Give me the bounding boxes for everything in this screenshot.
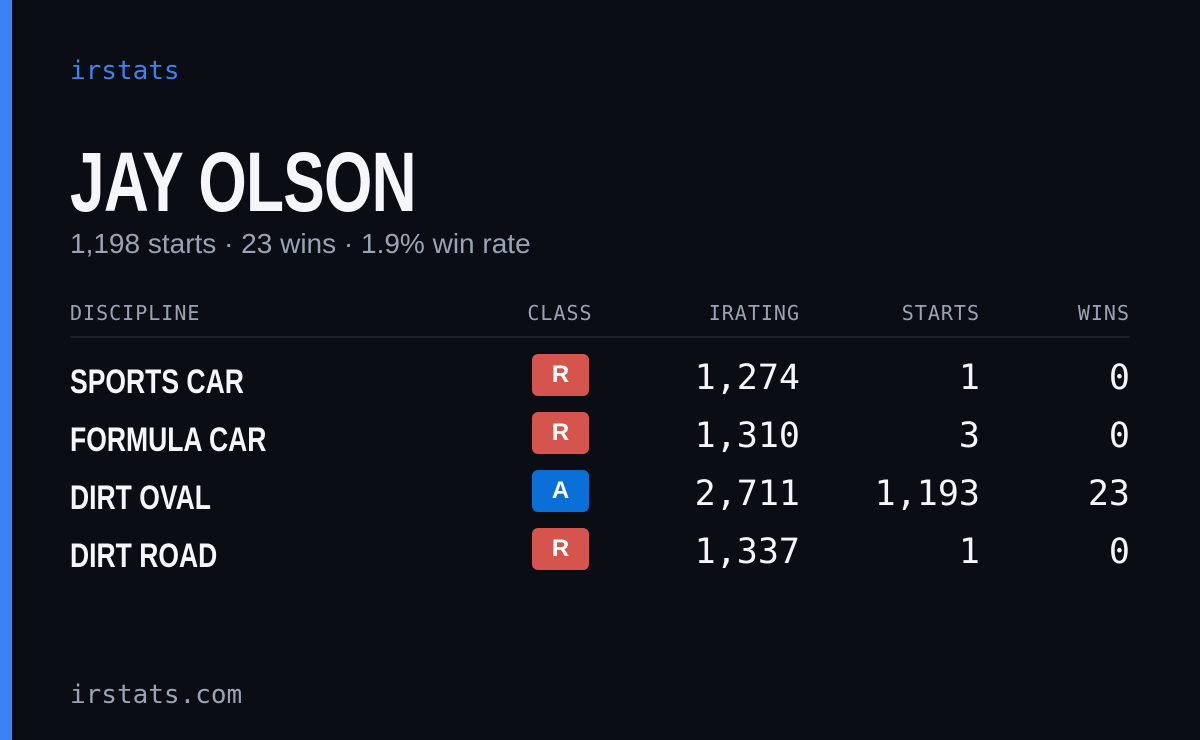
stat-value: 1,193	[874, 474, 980, 514]
discipline: SPORTS CAR	[70, 363, 244, 401]
class-badge: A	[532, 470, 589, 512]
discipline: DIRT ROAD	[70, 537, 218, 575]
header-rule	[70, 336, 1130, 338]
stat-value: 1,274	[694, 358, 800, 398]
stat-value: 2,711	[694, 474, 800, 514]
column-header: WINS	[1077, 301, 1130, 325]
discipline: FORMULA CAR	[70, 421, 267, 459]
accent-bar	[0, 0, 12, 740]
class-badge: R	[532, 528, 589, 570]
column-header: IRATING	[708, 301, 800, 325]
stat-value: 0	[1108, 416, 1130, 456]
class-badge: R	[532, 354, 589, 396]
stat-value: 1,310	[694, 416, 800, 456]
discipline: DIRT OVAL	[70, 479, 211, 517]
subtitle: 1,198 starts · 23 wins · 1.9% win rate	[70, 228, 531, 259]
column-header: STARTS	[901, 301, 980, 325]
stat-value: 1	[958, 532, 980, 572]
stat-value: 0	[1108, 532, 1130, 572]
class-badge: R	[532, 412, 589, 454]
footer-url: irstats.com	[70, 680, 243, 710]
stat-value: 3	[958, 416, 980, 456]
driver-name: JAY OLSON	[70, 135, 416, 229]
brand: irstats	[70, 56, 180, 86]
stat-value: 1,337	[694, 532, 800, 572]
stat-value: 1	[958, 358, 980, 398]
column-header: CLASS	[527, 301, 593, 325]
stat-value: 0	[1108, 358, 1130, 398]
column-header: DISCIPLINE	[70, 301, 201, 325]
stat-value: 23	[1087, 474, 1130, 514]
